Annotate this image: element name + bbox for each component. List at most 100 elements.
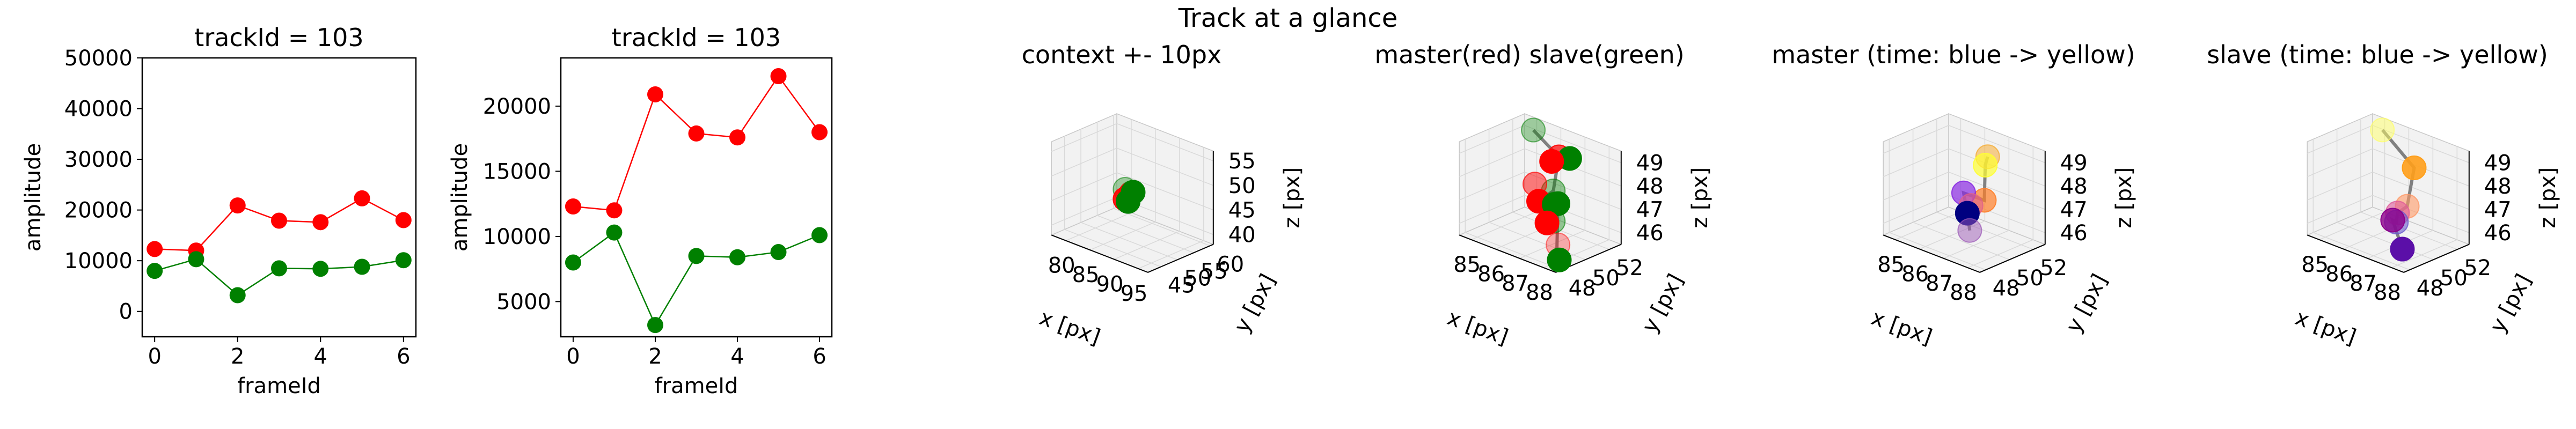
line-chart-2: 0 2 4 6 5000 10000 15000 20000 trackId = 103 fram…: [448, 23, 833, 398]
scatter-point: [2402, 155, 2427, 180]
y-axis-label: amplitude: [448, 143, 472, 252]
x-tick-label: 88: [2374, 280, 2401, 305]
x-tick-label: 85: [2301, 253, 2329, 277]
x-tick-label: 6: [813, 344, 826, 369]
side-pane: [1051, 113, 1117, 236]
grid-line: [1051, 123, 1117, 152]
x-axis-label: x [px]: [1868, 305, 1935, 350]
x-axis-label: frameId: [655, 374, 738, 398]
grid-line: [1459, 125, 1525, 154]
z-tick-label: 49: [2484, 151, 2512, 175]
scatter-point: [2380, 208, 2405, 233]
y-axis-label: y [px]: [1637, 270, 1688, 337]
data-point: [565, 198, 581, 215]
x-tick-label: 4: [730, 344, 744, 369]
grid-line: [2319, 211, 2385, 240]
data-point: [811, 124, 828, 140]
x-tick-label: 4: [314, 344, 327, 369]
grid-line: [1471, 211, 1537, 240]
side-pane: [1459, 113, 1525, 236]
y-tick-label: 40000: [64, 97, 133, 122]
grid-line: [2360, 211, 2457, 250]
grid-line: [1459, 172, 1525, 201]
grid-line: [1459, 148, 1525, 177]
y-tick-label: 20000: [483, 94, 551, 119]
y-tick-label: 30000: [64, 147, 133, 172]
z-tick-label: 48: [1636, 174, 1664, 199]
data-point: [811, 227, 828, 243]
grid-line: [1114, 231, 1180, 260]
grid-line: [1936, 211, 2033, 250]
data-point: [770, 68, 787, 85]
grid-line: [1116, 147, 1214, 186]
z-tick-label: 47: [2484, 197, 2512, 222]
grid-line: [1895, 211, 1961, 240]
grid-line: [1883, 172, 1949, 201]
x-tick-label: 80: [1048, 254, 1075, 278]
x-axis-label: frameId: [237, 374, 321, 398]
data-point: [688, 248, 705, 264]
x-tick-label: 86: [1901, 262, 1929, 286]
grid-line: [1138, 240, 1204, 269]
x-tick-label: 0: [566, 344, 580, 369]
x-tick-label: 85: [1877, 253, 1905, 277]
data-point: [395, 212, 412, 228]
chart-title: context +- 10px: [1022, 40, 1222, 69]
scatter-point: [1121, 180, 1146, 205]
grid-line: [1913, 221, 2010, 260]
y-tick-label: 48: [1993, 276, 2020, 301]
data-point: [312, 214, 329, 231]
z-tick-label: 46: [1636, 221, 1664, 246]
z-axis-label: z [px]: [2112, 167, 2136, 228]
x-tick-label: 88: [1950, 280, 1977, 305]
x-tick-label: 86: [2325, 262, 2353, 286]
x-tick-label: 87: [1502, 271, 1529, 296]
chart-title: trackId = 103: [612, 23, 781, 52]
data-point: [312, 261, 329, 277]
plot-area: [141, 57, 417, 338]
grid-line: [1116, 123, 1214, 161]
y-axis-line: [2403, 243, 2470, 273]
z-tick-label: 50: [1228, 174, 1256, 198]
x-tick-label: 95: [1121, 282, 1148, 306]
y-tick-label: 10000: [483, 225, 551, 249]
scatter-point: [2390, 236, 2415, 262]
x-tick-label: 86: [1477, 262, 1505, 286]
y-tick-label: 52: [2040, 256, 2067, 280]
z-tick-label: 46: [2060, 221, 2088, 246]
grid-line: [2307, 195, 2373, 224]
x-axis-line: [1883, 234, 1980, 273]
x-axis-line: [1459, 234, 1556, 273]
grid-line: [1948, 125, 2046, 164]
data-point: [770, 244, 787, 261]
grid-line: [1883, 148, 1949, 177]
data-point: [606, 224, 623, 241]
grid-line: [1089, 221, 1156, 250]
y-tick-label: 48: [1569, 276, 1596, 301]
scatter-point: [2370, 117, 2395, 143]
x-axis-line: [2307, 234, 2404, 273]
grid-line: [2337, 221, 2434, 260]
scatter-point: [1547, 247, 1572, 272]
z-tick-label: 48: [2484, 174, 2512, 199]
y-axis-label: y [px]: [2485, 270, 2536, 337]
chart-title: trackId = 103: [194, 23, 363, 52]
grid-line: [1080, 222, 1178, 261]
grid-line: [1051, 197, 1117, 226]
figure-suptitle: Track at a glance: [1178, 3, 1398, 33]
z-tick-label: 49: [2060, 151, 2088, 175]
y-tick-label: 48: [2417, 276, 2444, 301]
line-chart-1: 0 2 4 6 0 10000 20000 30000 40000 50000 trackId = …: [21, 23, 417, 398]
z-axis-label: z [px]: [1688, 167, 1713, 228]
grid-line: [2391, 239, 2457, 268]
grid-line: [1113, 208, 1210, 247]
data-point: [729, 129, 746, 146]
chart-title: slave (time: blue -> yellow): [2207, 40, 2548, 69]
z-tick-label: 40: [1228, 223, 1256, 247]
scatter-point: [1539, 149, 1564, 174]
z-tick-label: 55: [1228, 149, 1256, 174]
y-axis-label: y [px]: [2061, 270, 2112, 337]
x-tick-label: 0: [148, 344, 161, 369]
